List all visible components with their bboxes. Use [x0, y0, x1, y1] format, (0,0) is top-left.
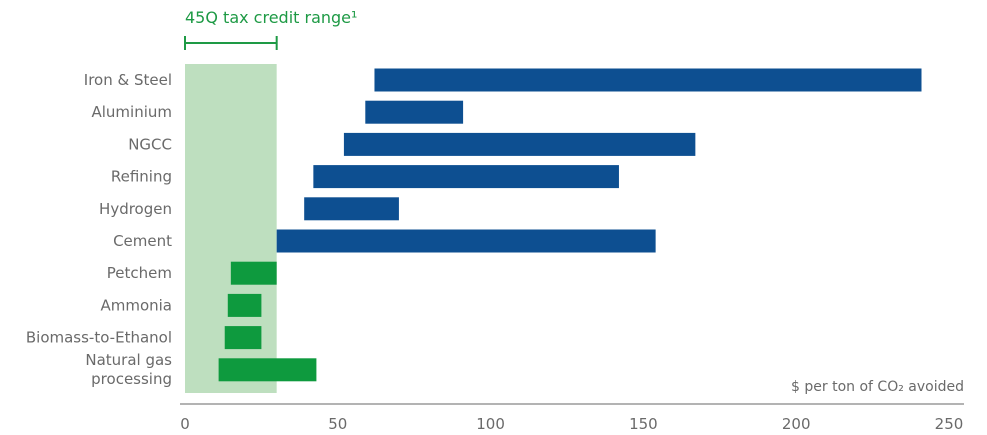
x-tick-label: 50	[328, 415, 347, 433]
x-tick-label: 200	[782, 415, 811, 433]
category-label: Natural gas processing	[85, 351, 172, 388]
tax-credit-range-label: 45Q tax credit range¹	[185, 8, 357, 27]
x-tick-label: 250	[935, 415, 964, 433]
category-label: Biomass-to-Ethanol	[26, 329, 172, 347]
category-label: Cement	[113, 232, 172, 250]
bar-cement	[276, 229, 656, 253]
x-tick-label: 100	[476, 415, 505, 433]
bar-biomass-to-ethanol	[224, 326, 262, 350]
category-label: Aluminium	[91, 103, 172, 121]
bar-aluminium	[365, 100, 464, 124]
bar-natural-gas-processing	[218, 358, 317, 382]
x-axis-unit-label: $ per ton of CO₂ avoided	[791, 379, 964, 395]
category-label: Hydrogen	[99, 200, 172, 218]
category-label: Petchem	[107, 264, 172, 282]
category-label: NGCC	[128, 135, 172, 153]
bar-ammonia	[227, 293, 262, 317]
bars-group	[218, 68, 922, 382]
tax-credit-range-bracket	[184, 36, 278, 50]
bar-ngcc	[343, 132, 696, 156]
bar-iron-steel	[374, 68, 922, 92]
category-label: Refining	[111, 168, 172, 186]
bar-refining	[313, 165, 619, 189]
x-tick-label: 0	[180, 415, 190, 433]
bar-hydrogen	[304, 197, 399, 221]
x-tick-label: 150	[629, 415, 658, 433]
bar-petchem	[230, 261, 277, 285]
category-labels-group: Iron & Steel Aluminium NGCC Refining Hydroge…	[26, 71, 172, 388]
x-ticks-group: 0 50 100 150 200 250	[180, 415, 963, 433]
category-label: Iron & Steel	[84, 71, 172, 89]
category-label: Ammonia	[100, 296, 172, 314]
